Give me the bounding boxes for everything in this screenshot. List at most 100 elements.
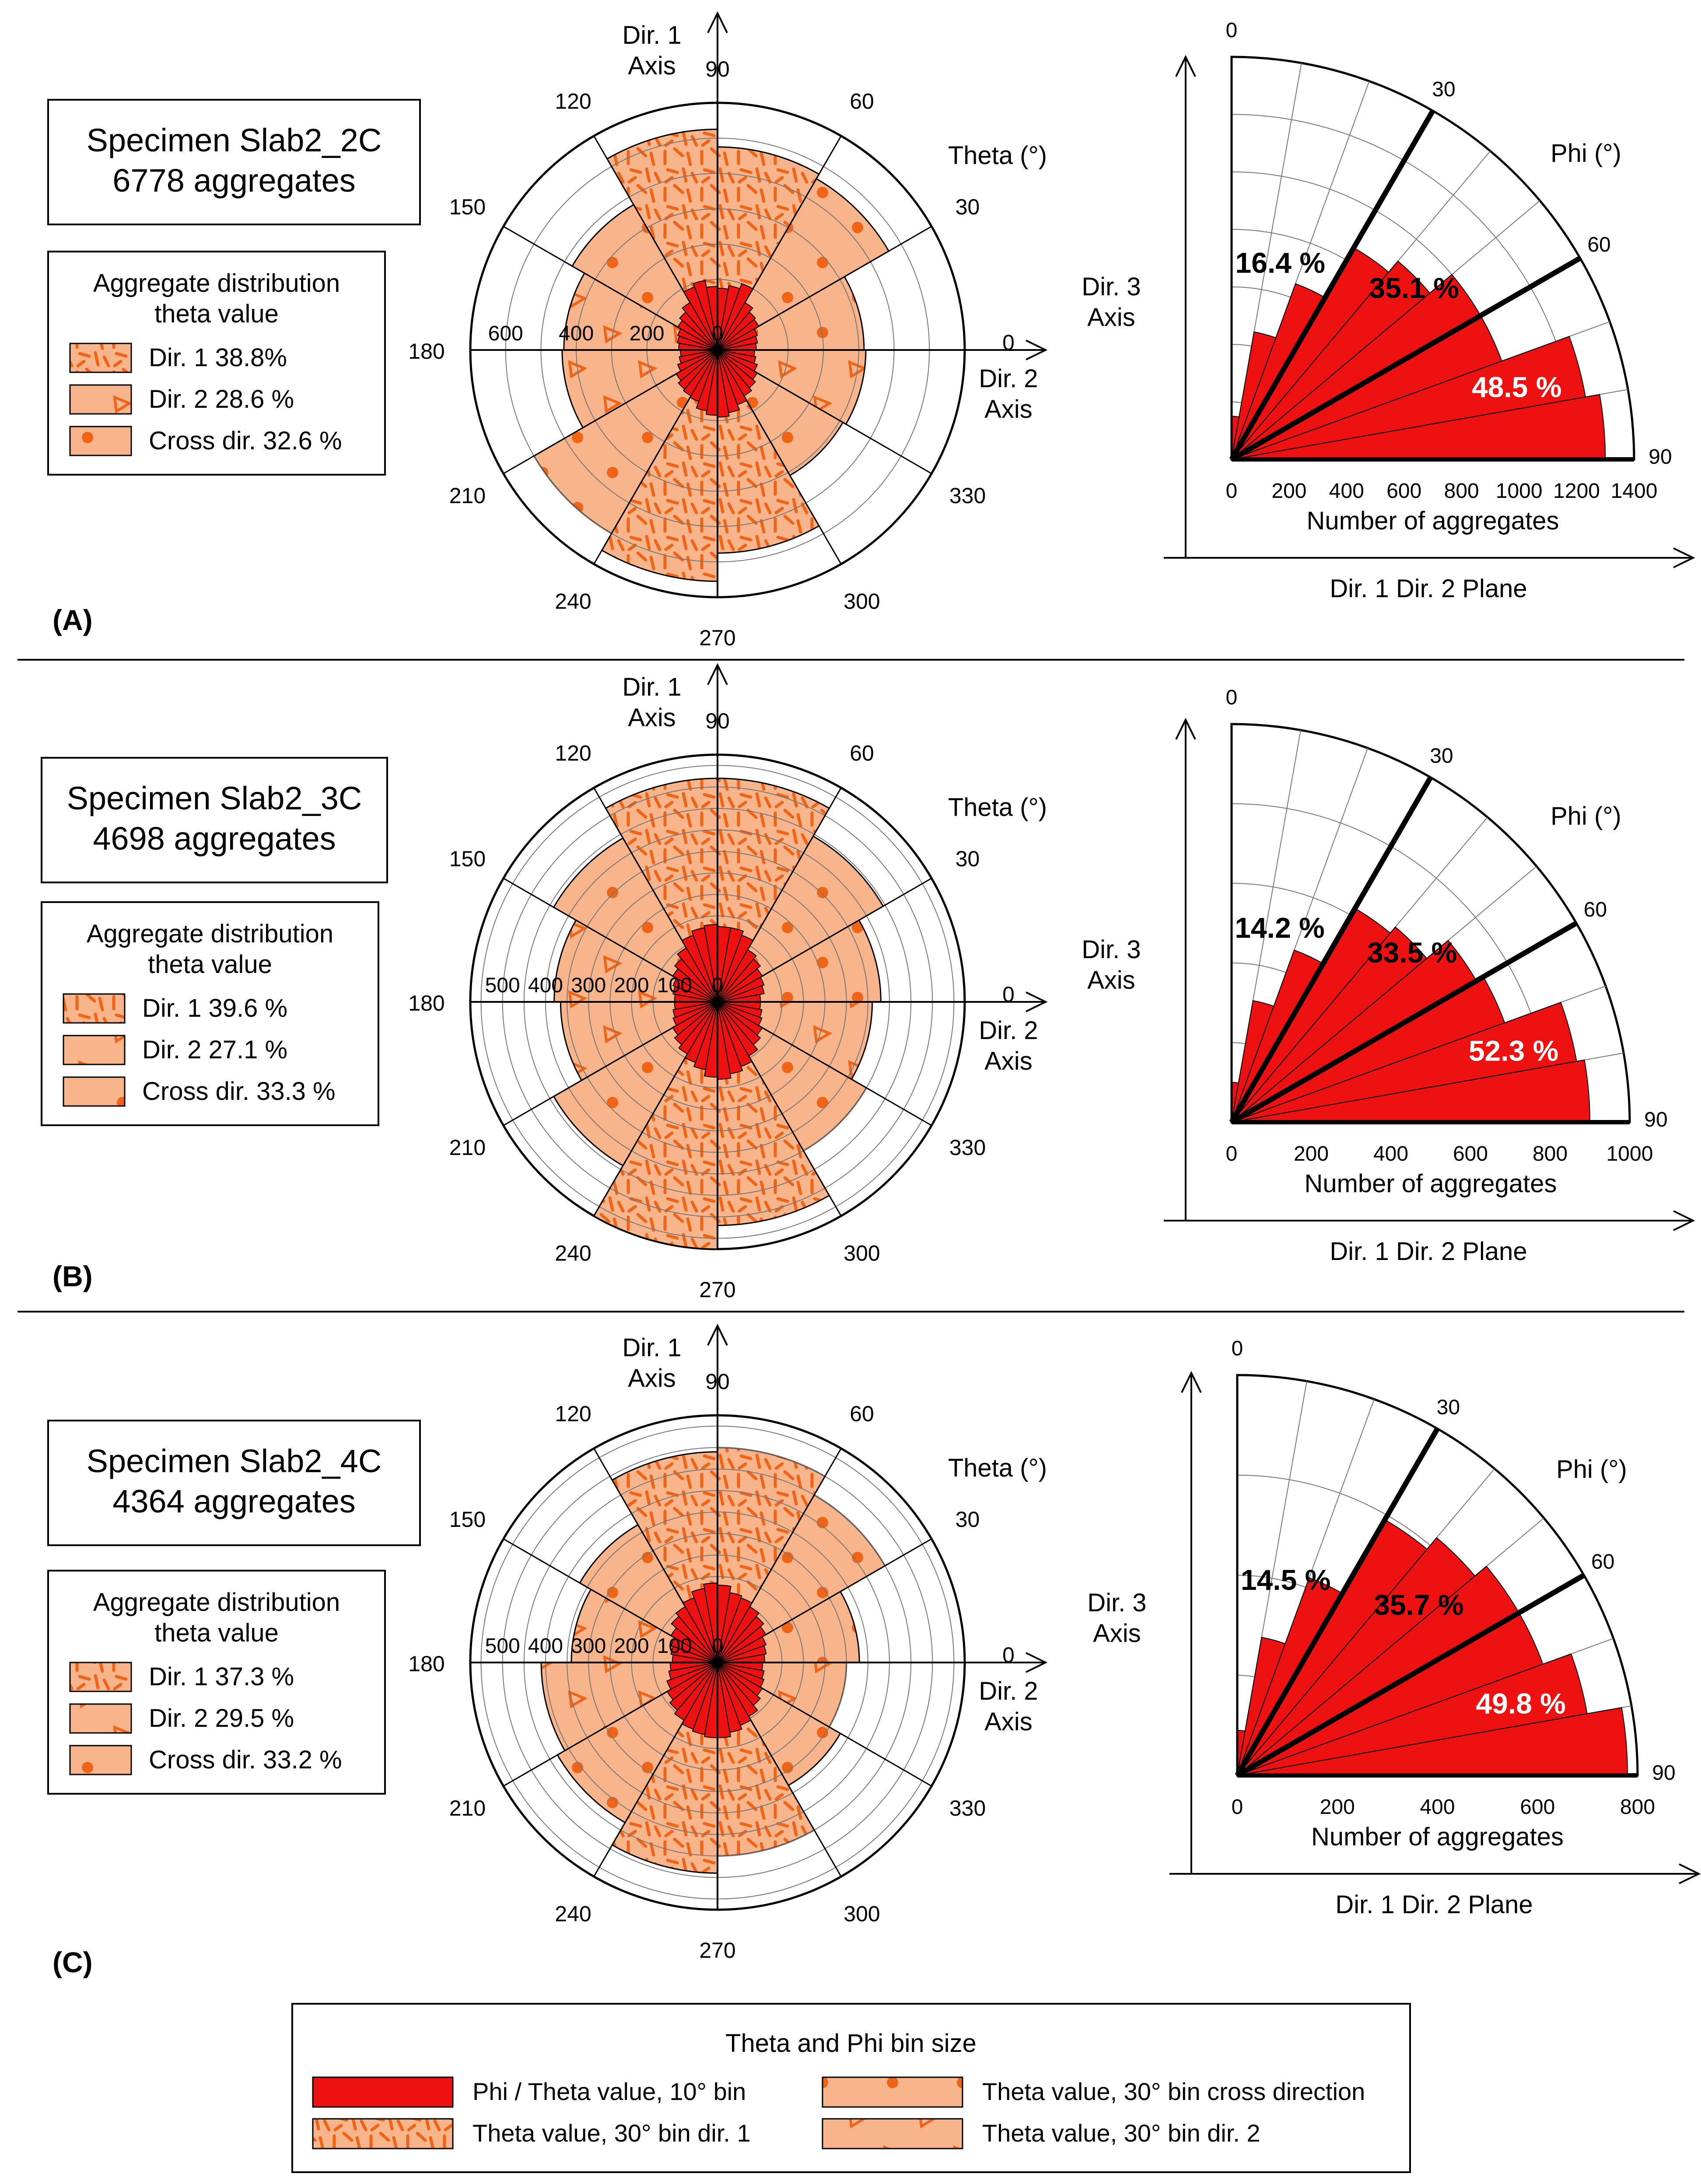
phi-sector-boundary bbox=[1230, 256, 1582, 462]
radial-tick-label: 400 bbox=[559, 322, 594, 345]
theta-bin10 bbox=[682, 1597, 718, 1663]
theta-tick-label: 240 bbox=[555, 589, 591, 614]
phi-x-tick-label: 0 bbox=[1232, 1796, 1243, 1819]
theta-bin10 bbox=[672, 986, 718, 1002]
theta-bin30-cross bbox=[553, 837, 720, 1004]
phi-x-axis-title: Number of aggregates bbox=[1304, 1169, 1557, 1198]
theta-bin10 bbox=[717, 1662, 761, 1706]
plane-axis-arrow bbox=[1673, 1210, 1695, 1231]
phi-tick-label: 60 bbox=[1591, 1550, 1614, 1574]
theta-tick-label: 240 bbox=[555, 1241, 591, 1266]
legend-subtitle: theta value bbox=[148, 950, 272, 979]
phi-x-tick-label: 0 bbox=[1226, 1142, 1238, 1166]
aggregate-count: 6778 aggregates bbox=[112, 162, 355, 199]
phi-tick-label: 60 bbox=[1587, 233, 1610, 256]
panel-tag: (B) bbox=[52, 1260, 93, 1292]
phi-chart: 0 30 60 90 0 200 400 600 800 Number of aggregates… bbox=[1087, 1337, 1701, 1919]
dir1-axis-label: Dir. 1 bbox=[622, 673, 681, 701]
legend-title: Aggregate distribution bbox=[87, 920, 333, 948]
theta-tick-label: 270 bbox=[699, 1938, 735, 1963]
legend-title: Aggregate distribution bbox=[93, 1588, 340, 1617]
plane-axis-arrow bbox=[1679, 1863, 1701, 1884]
bin-size-legend: Theta and Phi bin size Phi / Theta value,… bbox=[291, 2003, 1411, 2173]
aggregate-count: 4698 aggregates bbox=[93, 820, 336, 857]
phi-percentage-label: 14.2 % bbox=[1235, 912, 1324, 944]
theta-bin10 bbox=[677, 335, 718, 350]
phi-x-tick-label: 800 bbox=[1620, 1796, 1655, 1819]
phi-x-tick-label: 1200 bbox=[1553, 480, 1600, 503]
theta-tick-label: 300 bbox=[844, 1902, 880, 1926]
phi-x-tick-label: 0 bbox=[1226, 480, 1238, 503]
dir3-axis-label: Dir. 3 bbox=[1082, 935, 1141, 964]
panel-b: Specimen Slab2_3C 4698 aggregates Aggregat… bbox=[18, 663, 1695, 1312]
theta-bin10 bbox=[717, 1001, 761, 1046]
theta-bin30-dir2 bbox=[561, 349, 720, 429]
dir1-axis-label-2: Axis bbox=[628, 52, 676, 80]
phi-percentage-label: 35.7 % bbox=[1374, 1589, 1463, 1621]
specimen-box bbox=[47, 1420, 421, 1546]
theta-tick-label: 240 bbox=[555, 1902, 591, 1926]
phi-sector-boundary bbox=[1235, 1427, 1440, 1777]
dir3-axis-arrow bbox=[1181, 1371, 1202, 1393]
radial-tick-label: 500 bbox=[485, 974, 520, 997]
theta-tick-label: 150 bbox=[449, 847, 486, 871]
theta-tick-label: 270 bbox=[699, 1278, 735, 1302]
dir3-axis-label-2: Axis bbox=[1093, 1619, 1141, 1648]
dir3-axis-arrow bbox=[1175, 718, 1196, 740]
phi-title: Phi (°) bbox=[1556, 1455, 1627, 1484]
dir3-axis-label-2: Axis bbox=[1087, 303, 1135, 332]
radial-tick-label: 400 bbox=[528, 1634, 563, 1658]
theta-bin10 bbox=[717, 350, 758, 372]
theta-bin10 bbox=[682, 302, 718, 350]
radial-tick-label: 600 bbox=[488, 322, 523, 345]
phi-x-tick-label: 800 bbox=[1444, 480, 1479, 503]
theta-bin10 bbox=[717, 1662, 765, 1680]
legend-entry: Dir. 1 39.6 % bbox=[142, 994, 287, 1022]
phi-x-tick-label: 1000 bbox=[1496, 480, 1543, 503]
radial-tick-label: 100 bbox=[657, 1634, 692, 1658]
theta-tick-label: 60 bbox=[850, 741, 874, 765]
specimen-box bbox=[41, 757, 388, 883]
theta-bin30-cross bbox=[553, 1000, 720, 1167]
legend-entry: Dir. 2 28.6 % bbox=[149, 385, 294, 413]
legend-swatch bbox=[69, 384, 132, 415]
aggregate-count: 4364 aggregates bbox=[112, 1483, 355, 1519]
phi-x-tick-label: 200 bbox=[1320, 1796, 1355, 1819]
theta-tick-label: 180 bbox=[408, 1652, 444, 1676]
specimen-name: Specimen Slab2_3C bbox=[67, 780, 362, 816]
theta-bin10 bbox=[679, 312, 718, 350]
radial-tick-label: 300 bbox=[571, 974, 606, 997]
phi-tick-label: 90 bbox=[1648, 445, 1672, 469]
phi-sector-boundary bbox=[1236, 1573, 1586, 1778]
bin-size-legend-title: Theta and Phi bin size bbox=[725, 2029, 976, 2058]
phi-tick-label: 60 bbox=[1584, 898, 1607, 921]
theta-bin30-cross bbox=[715, 835, 884, 1004]
phi-x-axis-title: Number of aggregates bbox=[1306, 507, 1559, 535]
specimen-name: Specimen Slab2_4C bbox=[87, 1443, 382, 1479]
dir2-axis-label-2: Axis bbox=[984, 1047, 1032, 1075]
legend-swatch bbox=[69, 343, 132, 373]
legend-cross-label: Theta value, 30° bin cross direction bbox=[982, 2078, 1365, 2105]
dir2-axis-arrow bbox=[1026, 991, 1048, 1012]
legend-entry: Cross dir. 33.3 % bbox=[142, 1077, 336, 1106]
dir1-axis-arrow bbox=[707, 11, 728, 33]
theta-tick-label: 330 bbox=[949, 1796, 986, 1820]
theta-bin10 bbox=[717, 1001, 763, 1036]
dir1-axis-arrow bbox=[707, 1323, 728, 1346]
theta-bin10 bbox=[717, 1662, 758, 1717]
theta-bin30-cross bbox=[571, 203, 720, 352]
phi-x-tick-label: 200 bbox=[1294, 1142, 1329, 1166]
theta-tick-label: 210 bbox=[449, 1796, 486, 1820]
phi-tick-label: 90 bbox=[1652, 1761, 1675, 1785]
theta-bin10 bbox=[717, 350, 758, 380]
phi-x-tick-label: 600 bbox=[1520, 1796, 1555, 1819]
legend-title: Aggregate distribution bbox=[93, 269, 340, 298]
theta-title: Theta (°) bbox=[948, 793, 1047, 822]
dir2-axis-arrow bbox=[1026, 340, 1048, 360]
legend-entry: Dir. 1 38.8% bbox=[149, 343, 287, 372]
legend-entry: Dir. 1 37.3 % bbox=[149, 1662, 294, 1691]
panel-c: Specimen Slab2_4C 4364 aggregates Aggregat… bbox=[47, 1323, 1701, 1978]
theta-tick-label: 30 bbox=[956, 1507, 980, 1532]
dir2-axis-label-2: Axis bbox=[984, 395, 1032, 424]
theta-title: Theta (°) bbox=[948, 141, 1047, 170]
